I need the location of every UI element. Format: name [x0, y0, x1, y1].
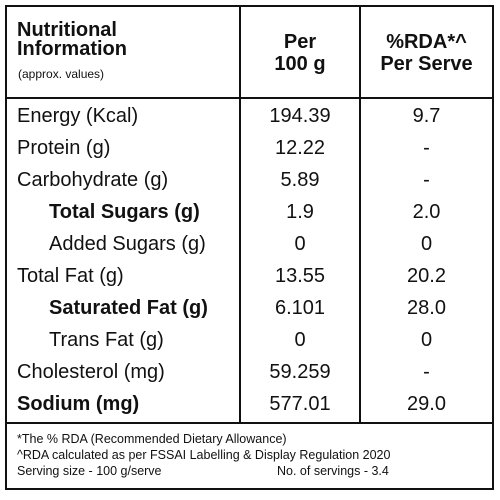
per-100g-value: 6.101 — [274, 297, 326, 319]
rda-header-line-2: Per Serve — [380, 53, 473, 75]
rda-value: - — [423, 361, 430, 383]
nutrient-row-sodium: Sodium (mg) 577.01 29.0 — [7, 389, 492, 420]
nutrient-label: Added Sugars (g) — [49, 233, 206, 255]
nutrient-row-saturated-fat: Saturated Fat (g) 6.101 28.0 — [7, 293, 492, 324]
footnote-divider — [7, 422, 492, 424]
rda-value: - — [423, 137, 430, 159]
per-100g-value: 12.22 — [274, 137, 326, 159]
nutrient-label: Cholesterol (mg) — [17, 361, 165, 383]
header-divider — [7, 97, 492, 99]
rda-value: 29.0 — [407, 393, 446, 415]
nutrient-row-energy: Energy (Kcal) 194.39 9.7 — [7, 101, 492, 132]
rda-column-header: %RDA*^ Per Serve — [361, 31, 492, 75]
nutrient-label: Trans Fat (g) — [49, 329, 164, 351]
fssai-regulation-note: ^RDA calculated as per FSSAI Labelling &… — [17, 448, 391, 462]
rda-definition-note: *The % RDA (Recommended Dietary Allowanc… — [17, 432, 287, 446]
title-line-2: Information — [17, 38, 127, 60]
nutrient-row-cholesterol: Cholesterol (mg) 59.259 - — [7, 357, 492, 388]
per-100g-header-line-1: Per — [283, 31, 317, 53]
per-100g-column-header: Per 100 g — [241, 31, 359, 75]
nutrient-row-total-fat: Total Fat (g) 13.55 20.2 — [7, 261, 492, 292]
nutrient-label: Protein (g) — [17, 137, 111, 159]
nutrient-label: Total Fat (g) — [17, 265, 124, 287]
rda-value: 2.0 — [412, 201, 441, 223]
nutrient-row-total-sugars: Total Sugars (g) 1.9 2.0 — [7, 197, 492, 228]
nutrition-facts-panel: Nutritional Information (approx. values)… — [5, 5, 494, 490]
rda-value: 9.7 — [412, 105, 441, 127]
per-100g-value: 59.259 — [269, 361, 331, 383]
nutrient-label: Total Sugars (g) — [49, 201, 200, 223]
per-100g-value: 5.89 — [280, 169, 320, 191]
rda-header-line-1: %RDA*^ — [386, 31, 467, 53]
per-100g-value: 13.55 — [274, 265, 326, 287]
table-subtitle: (approx. values) — [18, 67, 105, 81]
nutrient-row-trans-fat: Trans Fat (g) 0 0 — [7, 325, 492, 356]
table-title: Nutritional Information — [17, 19, 127, 60]
servings-count-note: No. of servings - 3.4 — [277, 464, 389, 478]
rda-value: 20.2 — [407, 265, 446, 287]
nutrient-label: Carbohydrate (g) — [17, 169, 169, 191]
column-divider-2 — [359, 7, 361, 422]
nutrient-row-added-sugars: Added Sugars (g) 0 0 — [7, 229, 492, 260]
per-100g-value: 1.9 — [286, 201, 314, 223]
rda-value: 0 — [420, 329, 433, 351]
serving-size-note: Serving size - 100 g/serve — [17, 464, 162, 478]
rda-value: - — [423, 169, 430, 191]
column-divider-1 — [239, 7, 241, 422]
title-line-1: Nutritional — [17, 19, 117, 41]
nutrient-label: Saturated Fat (g) — [49, 297, 208, 319]
rda-value: 0 — [420, 233, 433, 255]
per-100g-value: 577.01 — [269, 393, 331, 415]
nutrient-label: Sodium (mg) — [17, 393, 140, 415]
per-100g-header-line-2: 100 g — [274, 53, 326, 75]
per-100g-value: 0 — [294, 329, 306, 351]
nutrient-row-protein: Protein (g) 12.22 - — [7, 133, 492, 164]
rda-value: 28.0 — [407, 297, 446, 319]
nutrient-row-carbohydrate: Carbohydrate (g) 5.89 - — [7, 165, 492, 196]
per-100g-value: 0 — [294, 233, 306, 255]
per-100g-value: 194.39 — [269, 105, 331, 127]
serving-info: Serving size - 100 g/serve No. of servin… — [17, 463, 487, 479]
nutrient-label: Energy (Kcal) — [17, 105, 139, 127]
